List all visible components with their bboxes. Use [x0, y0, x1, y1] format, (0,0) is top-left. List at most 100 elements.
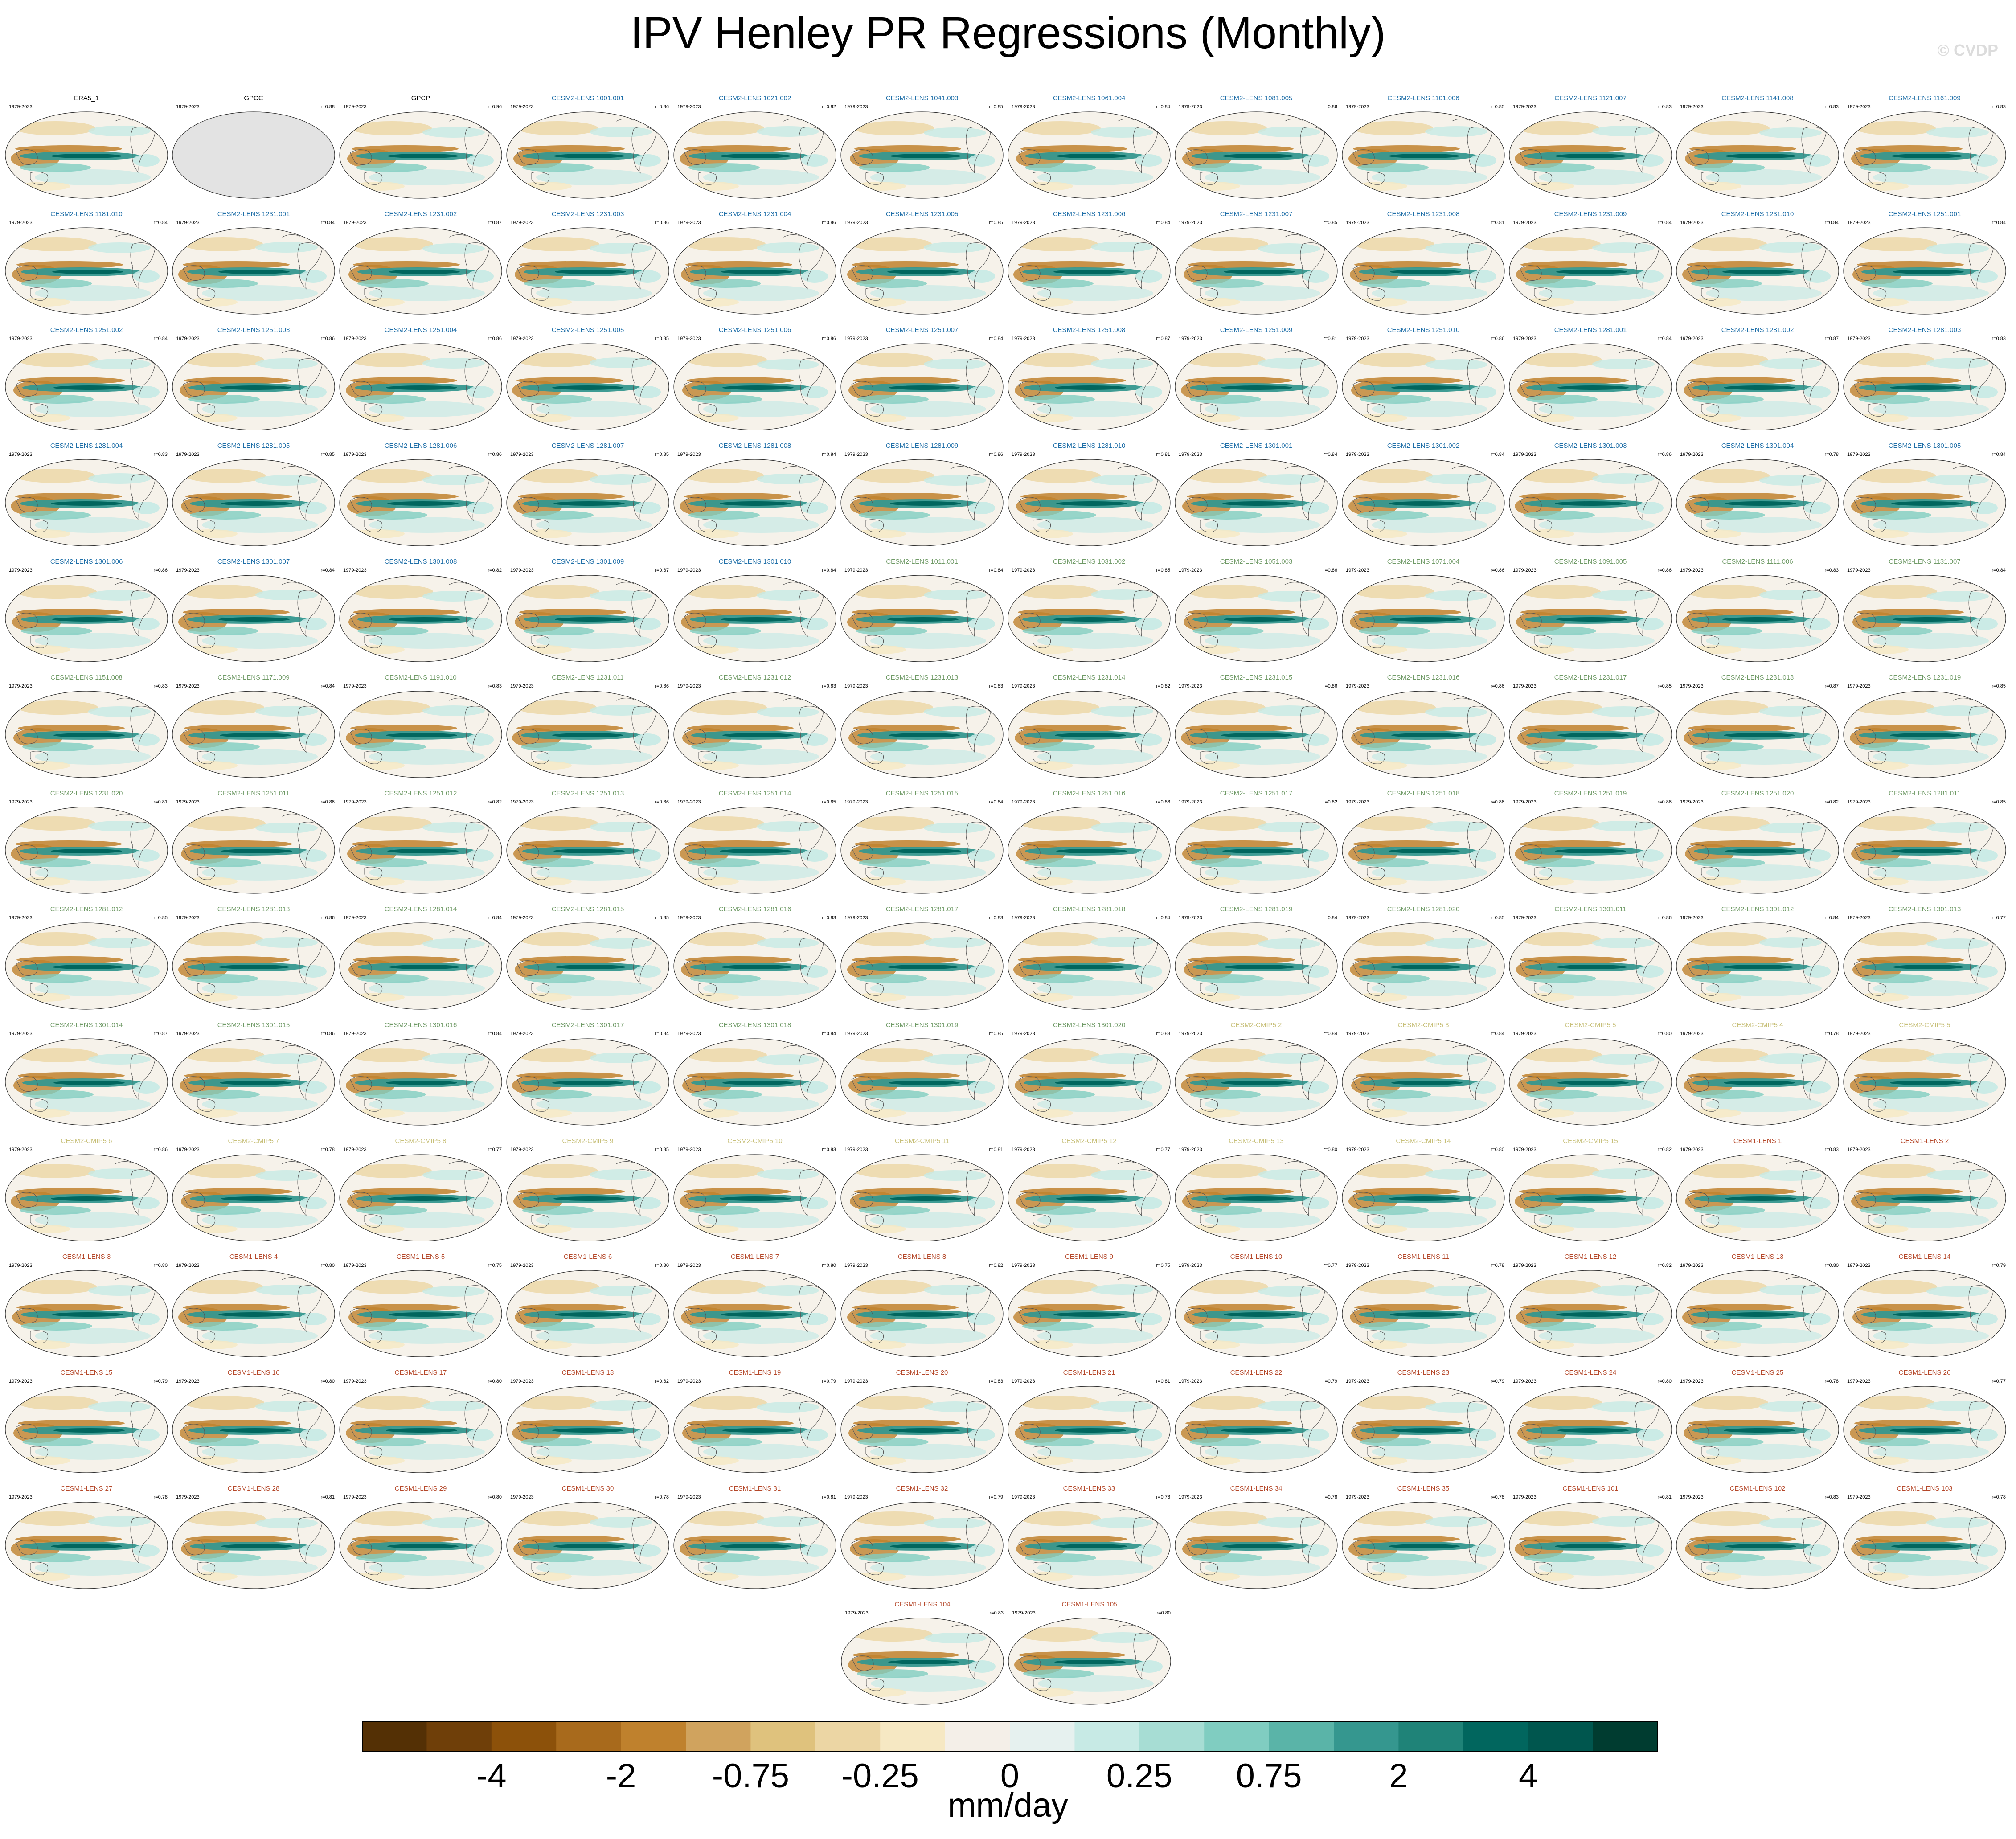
map-panel: CESM1-LENS 104 1979-2023 r=0.83	[839, 1601, 1006, 1708]
panel-period: 1979-2023	[1680, 220, 1704, 225]
panel-title: CESM1-LENS 30	[561, 1485, 614, 1492]
panel-period: 1979-2023	[677, 1379, 701, 1384]
panel-pattern-correlation: r=0.86	[320, 915, 335, 921]
panel-title: CESM1-LENS 101	[1562, 1485, 1619, 1492]
panel-title: CESM2-CMIP5 3	[1397, 1021, 1449, 1029]
regression-map	[840, 111, 1004, 199]
panel-title: CESM2-LENS 1301.009	[551, 558, 624, 565]
panel-pattern-correlation: r=0.85	[1991, 684, 2006, 689]
regression-map	[1509, 575, 1672, 662]
panel-pattern-correlation: r=0.77	[1323, 1263, 1338, 1268]
panel-period: 1979-2023	[176, 799, 200, 805]
panel-title: CESM2-LENS 1301.011	[1554, 905, 1627, 913]
panel-title: CESM2-CMIP5 14	[1396, 1137, 1451, 1145]
map-panel: CESM1-LENS 29 1979-2023 r=0.80	[337, 1485, 504, 1592]
regression-map	[1843, 227, 2006, 315]
regression-map	[1008, 227, 1171, 315]
panel-pattern-correlation: r=0.85	[989, 104, 1004, 110]
panel-pattern-correlation: r=0.84	[1490, 1031, 1505, 1036]
panel-pattern-correlation: r=0.78	[1490, 1263, 1505, 1268]
panel-title: CESM2-CMIP5 10	[727, 1137, 783, 1145]
map-panel: CESM2-LENS 1301.011 1979-2023 r=0.86	[1507, 905, 1674, 1012]
panel-period: 1979-2023	[1847, 1495, 1871, 1500]
map-panel: CESM1-LENS 17 1979-2023 r=0.80	[337, 1369, 504, 1476]
panel-period: 1979-2023	[1513, 452, 1537, 457]
panel-title: CESM2-LENS 1231.012	[718, 674, 791, 681]
panel-title: CESM2-LENS 1281.001	[1554, 326, 1627, 334]
panel-period: 1979-2023	[343, 1147, 367, 1152]
regression-map	[1008, 111, 1171, 199]
panel-title: CESM2-LENS 1301.005	[1888, 442, 1961, 450]
map-panel: CESM2-LENS 1301.010 1979-2023 r=0.84	[671, 558, 839, 665]
panel-title: CESM1-LENS 14	[1898, 1253, 1951, 1261]
panel-pattern-correlation: r=0.83	[1824, 1495, 1839, 1500]
regression-map	[1175, 1038, 1338, 1126]
panel-pattern-correlation: r=0.83	[1824, 568, 1839, 573]
regression-map	[5, 1386, 168, 1473]
regression-map	[1008, 1154, 1171, 1241]
panel-period: 1979-2023	[844, 1379, 868, 1384]
panel-title: CESM1-LENS 25	[1731, 1369, 1784, 1376]
regression-map	[1843, 1038, 2006, 1126]
panel-pattern-correlation: r=0.86	[822, 220, 836, 225]
panel-period: 1979-2023	[343, 1495, 367, 1500]
map-panel: CESM2-LENS 1251.012 1979-2023 r=0.82	[337, 790, 504, 897]
panel-pattern-correlation: r=0.83	[153, 452, 168, 457]
panel-period: 1979-2023	[1680, 684, 1704, 689]
map-panel: CESM2-LENS 1301.014 1979-2023 r=0.87	[3, 1021, 170, 1128]
regression-map	[1175, 691, 1338, 778]
regression-map	[5, 691, 168, 778]
panel-pattern-correlation: r=0.83	[822, 1147, 836, 1152]
panel-period: 1979-2023	[1179, 684, 1202, 689]
panel-period: 1979-2023	[1012, 568, 1035, 573]
panel-pattern-correlation: r=0.84	[1991, 220, 2006, 225]
panel-title: CESM2-LENS 1281.020	[1387, 905, 1460, 913]
map-panel: CESM2-CMIP5 13 1979-2023 r=0.80	[1172, 1137, 1340, 1244]
panel-period: 1979-2023	[343, 104, 367, 110]
panel-title: CESM2-CMIP5 11	[894, 1137, 950, 1145]
regression-map	[1342, 1038, 1505, 1126]
map-panel: CESM2-LENS 1301.003 1979-2023 r=0.86	[1507, 442, 1674, 549]
regression-map	[840, 1270, 1004, 1357]
map-panel: CESM2-LENS 1281.009 1979-2023 r=0.86	[838, 442, 1006, 549]
panel-pattern-correlation: r=0.77	[488, 1147, 502, 1152]
panel-title: CESM2-LENS 1231.014	[1053, 674, 1126, 681]
map-panel: CESM1-LENS 103 1979-2023 r=0.78	[1841, 1485, 2008, 1592]
regression-map	[1676, 1386, 1839, 1473]
panel-pattern-correlation: r=0.84	[989, 568, 1004, 573]
regression-map	[172, 1386, 335, 1473]
map-panel: CESM2-CMIP5 11 1979-2023 r=0.81	[838, 1137, 1006, 1244]
panel-title: CESM1-LENS 31	[729, 1485, 781, 1492]
map-panel: CESM2-LENS 1301.005 1979-2023 r=0.84	[1841, 442, 2008, 549]
panel-pattern-correlation: r=0.82	[1824, 799, 1839, 805]
map-panel: CESM1-LENS 28 1979-2023 r=0.81	[170, 1485, 337, 1592]
panel-title: CESM2-LENS 1281.003	[1888, 326, 1961, 334]
panel-title: CESM2-LENS 1281.017	[885, 905, 959, 913]
panel-title: CESM2-LENS 1111.006	[1722, 558, 1793, 565]
regression-map	[673, 111, 836, 199]
map-panel: CESM1-LENS 7 1979-2023 r=0.80	[671, 1253, 839, 1360]
regression-map	[506, 807, 669, 894]
panel-title: CESM2-LENS 1301.015	[217, 1021, 290, 1029]
panel-title: CESM2-LENS 1301.010	[718, 558, 791, 565]
panel-pattern-correlation: r=0.85	[822, 799, 836, 805]
panel-period: 1979-2023	[677, 1031, 701, 1036]
regression-map	[1843, 1502, 2006, 1589]
panel-title: CESM1-LENS 11	[1397, 1253, 1449, 1261]
panel-title: CESM2-CMIP5 8	[395, 1137, 447, 1145]
regression-map	[1843, 691, 2006, 778]
panel-title: CESM2-LENS 1231.003	[551, 210, 624, 218]
regression-map	[339, 575, 502, 662]
regression-map	[339, 922, 502, 1010]
panel-pattern-correlation: r=0.85	[655, 1147, 669, 1152]
map-panel: CESM2-LENS 1231.015 1979-2023 r=0.86	[1172, 674, 1340, 781]
panel-pattern-correlation: r=0.79	[1991, 1263, 2006, 1268]
map-panel: CESM2-LENS 1251.019 1979-2023 r=0.86	[1507, 790, 1674, 897]
panel-period: 1979-2023	[343, 1379, 367, 1384]
panel-title: ERA5_1	[74, 94, 99, 102]
panel-pattern-correlation: r=0.86	[1657, 568, 1672, 573]
panel-pattern-correlation: r=0.84	[1323, 1031, 1338, 1036]
map-panel: CESM2-LENS 1251.011 1979-2023 r=0.86	[170, 790, 337, 897]
panel-pattern-correlation: r=0.86	[822, 336, 836, 341]
regression-map	[1676, 111, 1839, 199]
